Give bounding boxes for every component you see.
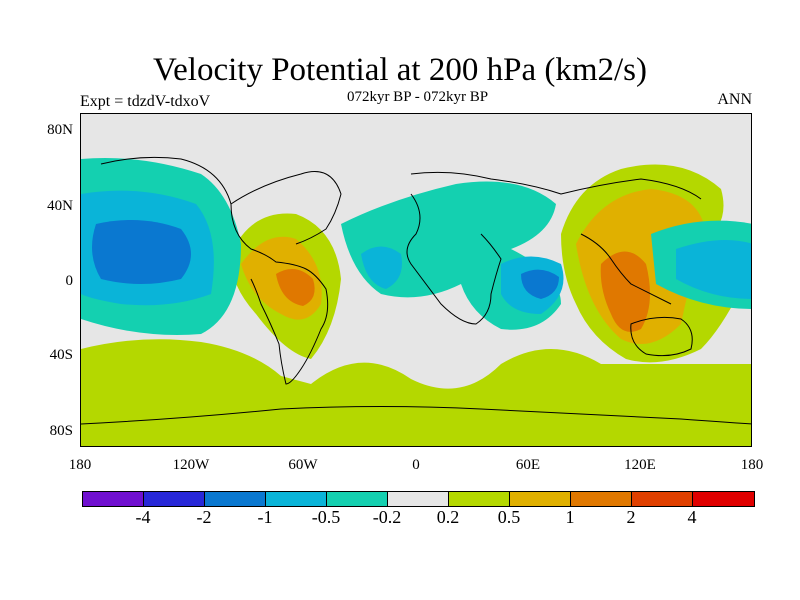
positive-core-americas [276,269,315,306]
season-label: ANN [717,91,752,108]
map-svg [81,114,751,446]
plot-title: Velocity Potential at 200 hPa (km2/s) [152,52,648,88]
colorbar-swatch [327,492,388,506]
colorbar [82,491,755,507]
y-tick-label: 80N [47,122,73,138]
positive-band-south [81,339,751,446]
colorbar-label: 0.5 [497,507,521,527]
y-tick-label: 80S [49,423,73,439]
y-tick-label: 40N [47,198,73,214]
negative-core-west-pacific [676,240,751,299]
colorbar-swatch [83,492,144,506]
negative-core-pacific [92,220,191,284]
negative-core-indian [521,269,559,299]
colorbar-label: 2 [626,507,636,527]
colorbar-swatch [510,492,571,506]
colorbar-label: 0.2 [436,507,460,527]
positive-core-indopacific [600,251,650,332]
plot-subtitle: 072kyr BP - 072kyr BP [346,89,489,105]
colorbar-label: -0.2 [372,507,402,527]
experiment-label: Expt = tdzdV-tdxoV [80,93,211,110]
negative-core-atlantic [361,246,402,289]
x-tick-label: 180 [740,457,764,473]
colorbar-label: -4 [135,507,151,527]
x-tick-label: 120W [172,457,210,473]
colorbar-label: -1 [257,507,273,527]
colorbar-swatch [449,492,510,506]
colorbar-swatch [144,492,205,506]
colorbar-swatch [388,492,449,506]
coastlines [81,156,751,425]
colorbar-swatch [205,492,266,506]
x-tick-label: 60E [515,457,541,473]
colorbar-label: -2 [196,507,212,527]
x-tick-label: 60W [288,457,318,473]
colorbar-swatch [571,492,632,506]
y-tick-label: 0 [65,273,74,289]
colorbar-swatch [632,492,693,506]
colorbar-swatch [266,492,327,506]
x-tick-label: 0 [412,457,420,473]
x-tick-label: 180 [68,457,92,473]
map-panel [80,113,752,447]
colorbar-swatch [693,492,754,506]
colorbar-label: 4 [687,507,697,527]
colorbar-label: 1 [565,507,575,527]
colorbar-label: -0.5 [311,507,341,527]
x-tick-label: 120E [624,457,656,473]
y-tick-label: 40S [49,347,73,363]
